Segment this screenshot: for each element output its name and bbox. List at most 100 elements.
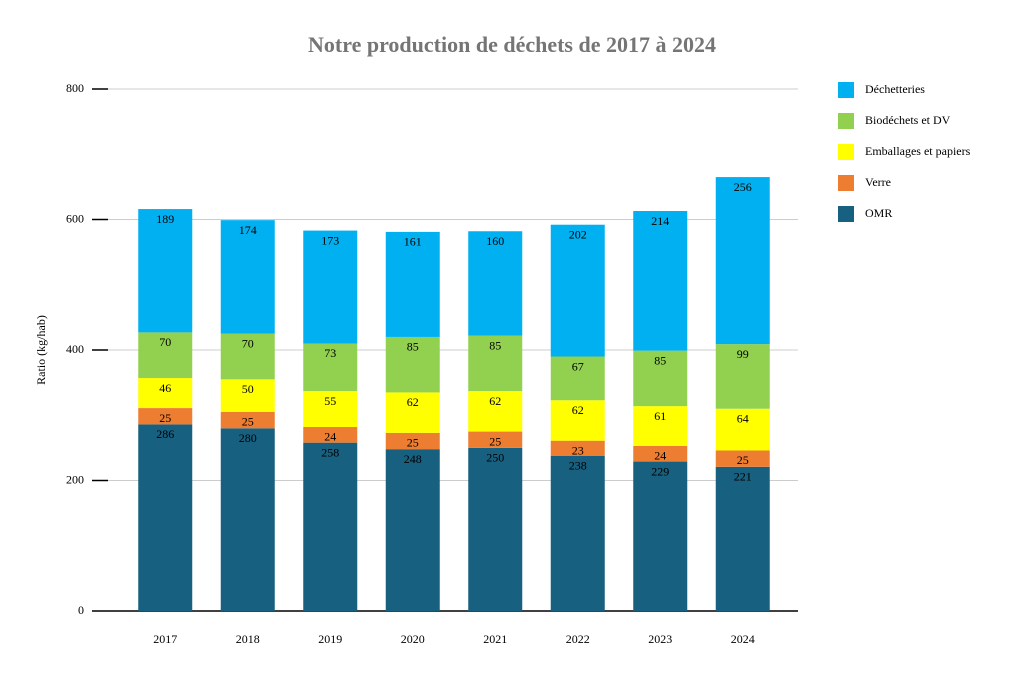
bar-segment (715, 466, 770, 611)
bar-segment (220, 379, 275, 412)
x-tick-label: 2019 (318, 632, 342, 646)
legend-swatch (838, 144, 854, 160)
bar-segment (303, 426, 358, 443)
legend-swatch (838, 175, 854, 191)
bar-segment (138, 424, 193, 611)
data-label: 85 (654, 353, 666, 367)
bar-segment (468, 447, 523, 611)
bar-segment (220, 428, 275, 611)
data-label: 73 (324, 346, 336, 360)
bar-segment (550, 356, 605, 401)
data-label: 85 (407, 340, 419, 354)
bar-segment (220, 333, 275, 380)
bar-segment (385, 432, 440, 450)
x-tick-label: 2017 (153, 632, 177, 646)
data-label: 25 (159, 411, 171, 425)
data-label: 280 (239, 431, 257, 445)
data-label: 214 (651, 214, 669, 228)
legend-swatch (838, 113, 854, 129)
bar-segment (715, 177, 770, 345)
bar-segment (385, 392, 440, 433)
bar-segment (550, 224, 605, 357)
data-label: 25 (737, 453, 749, 467)
bar-segment (138, 378, 193, 409)
data-label: 25 (489, 434, 501, 448)
data-label: 173 (321, 233, 339, 247)
legend-label: Déchetteries (865, 82, 925, 96)
data-label: 85 (489, 338, 501, 352)
data-label: 161 (404, 235, 422, 249)
bar-segment (468, 431, 523, 448)
chart-title: Notre production de déchets de 2017 à 20… (308, 32, 716, 57)
legend-label: OMR (865, 206, 892, 220)
data-label: 189 (156, 212, 174, 226)
data-label: 23 (572, 443, 584, 457)
data-label: 258 (321, 445, 339, 459)
bar-segment (468, 231, 523, 336)
y-tick-label: 400 (66, 342, 84, 356)
data-label: 174 (239, 223, 257, 237)
bar-segment (633, 406, 688, 446)
bar-segment (303, 230, 358, 344)
legend-label: Verre (865, 175, 891, 189)
data-label: 62 (489, 394, 501, 408)
data-label: 62 (407, 395, 419, 409)
bar-segment (550, 440, 605, 456)
bar-segment (715, 450, 770, 467)
bar-segment (633, 350, 688, 407)
y-tick-label: 0 (78, 603, 84, 617)
bar-segment (550, 455, 605, 611)
bar-segment (715, 344, 770, 409)
bar-segment (303, 343, 358, 392)
bar-segment (468, 335, 523, 392)
data-label: 229 (651, 464, 669, 478)
data-label: 160 (486, 234, 504, 248)
bar-segment (385, 449, 440, 611)
data-label: 24 (654, 449, 666, 463)
legend-label: Biodéchets et DV (865, 113, 951, 127)
x-tick-label: 2018 (236, 632, 260, 646)
bar-segment (385, 336, 440, 393)
x-tick-label: 2021 (483, 632, 507, 646)
bar-segment (220, 411, 275, 429)
data-label: 99 (737, 347, 749, 361)
y-tick-label: 600 (66, 211, 84, 225)
data-label: 221 (734, 470, 752, 484)
bar-segment (138, 408, 193, 425)
bar-segment (303, 391, 358, 427)
bar-segment (138, 209, 193, 333)
data-label: 250 (486, 451, 504, 465)
bar-segment (468, 391, 523, 432)
data-label: 25 (407, 436, 419, 450)
data-label: 61 (654, 409, 666, 423)
bar-segment (220, 220, 275, 334)
bar-segment (385, 231, 440, 337)
data-label: 24 (324, 430, 336, 444)
y-tick-label: 200 (66, 472, 84, 486)
bar-segment (138, 332, 193, 379)
data-label: 238 (569, 458, 587, 472)
data-label: 67 (572, 359, 584, 373)
bar-segment (550, 400, 605, 441)
legend-label: Emballages et papiers (865, 144, 971, 158)
data-label: 70 (159, 335, 171, 349)
data-label: 286 (156, 427, 174, 441)
bar-segment (633, 445, 688, 462)
data-label: 248 (404, 452, 422, 466)
data-label: 64 (737, 411, 749, 425)
legend-swatch (838, 82, 854, 98)
bar-segment (633, 211, 688, 351)
data-label: 62 (572, 403, 584, 417)
x-tick-label: 2020 (401, 632, 425, 646)
legend-swatch (838, 206, 854, 222)
data-label: 256 (734, 180, 752, 194)
bar-segment (633, 461, 688, 611)
x-tick-label: 2022 (566, 632, 590, 646)
data-label: 70 (242, 336, 254, 350)
x-tick-label: 2023 (648, 632, 672, 646)
y-axis-label: Ratio (kg/hab) (34, 315, 48, 385)
data-label: 202 (569, 227, 587, 241)
x-tick-label: 2024 (731, 632, 755, 646)
data-label: 46 (159, 381, 171, 395)
